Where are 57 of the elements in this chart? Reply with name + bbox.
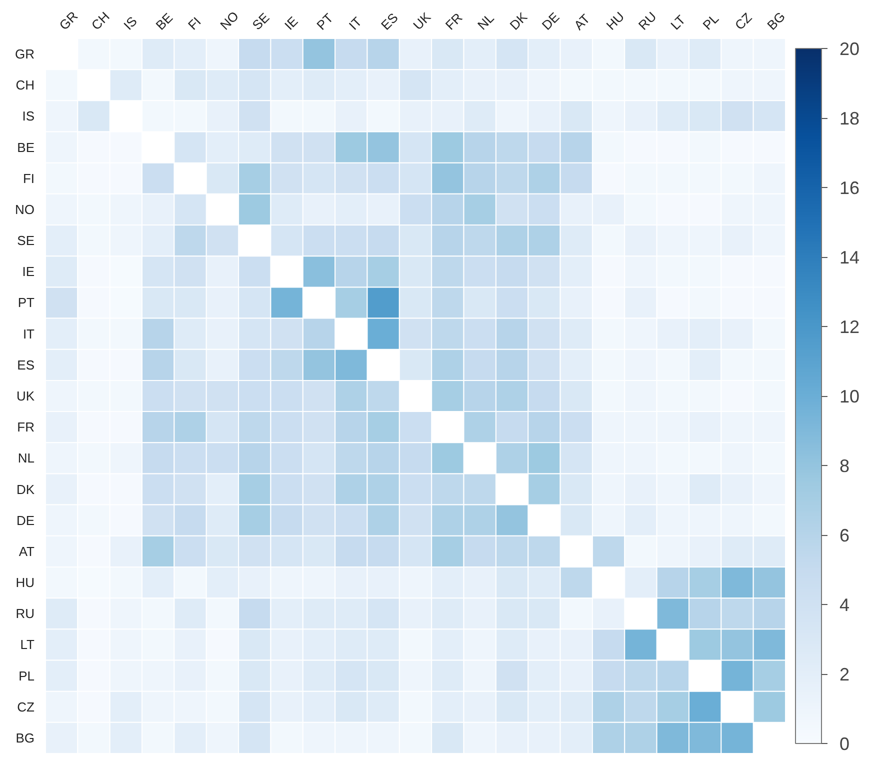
y-tick-label: RU: [16, 606, 35, 622]
color-bar-label: 18: [840, 108, 860, 128]
color-bar-label: 2: [840, 664, 850, 684]
x-tick-label: PT: [314, 10, 336, 33]
x-tick-label: PL: [700, 10, 722, 33]
y-tick-label: BE: [17, 140, 35, 155]
y-tick-label: PT: [18, 295, 35, 310]
x-tick-label: SE: [249, 10, 272, 33]
y-tick-label: FR: [17, 420, 35, 435]
x-tick-label: DE: [538, 9, 563, 33]
y-tick-label: NO: [15, 202, 34, 217]
x-tick-label: LT: [668, 12, 688, 33]
color-bar-label: 16: [840, 178, 860, 198]
x-tick-label: IE: [282, 13, 302, 33]
color-bar-label: 14: [840, 248, 860, 268]
x-tick-label: DK: [506, 9, 530, 33]
x-tick-label: IT: [346, 14, 365, 33]
x-tick-label: IS: [120, 13, 140, 33]
y-tick-label: IS: [22, 108, 35, 124]
y-tick-label: NL: [18, 450, 35, 466]
x-tick-label: RU: [635, 8, 660, 33]
y-tick-label: ES: [17, 357, 35, 372]
x-tick-label: GR: [56, 8, 81, 33]
x-tick-label: FR: [442, 10, 466, 33]
y-tick-label: IT: [22, 326, 35, 342]
y-tick-label: UK: [16, 388, 35, 404]
color-bar-label: 8: [840, 456, 850, 476]
color-bar-label: 0: [840, 734, 850, 754]
color-bar-label: 20: [840, 39, 860, 59]
y-tick-label: DE: [16, 512, 35, 528]
y-tick-label: CZ: [17, 699, 35, 714]
y-tick-label: HU: [16, 575, 35, 590]
x-tick-label: NO: [217, 8, 242, 33]
y-tick-label: FI: [22, 170, 35, 186]
x-tick-label: BE: [152, 10, 176, 33]
x-tick-label: CZ: [732, 10, 755, 33]
y-tick-label: BG: [16, 730, 35, 746]
color-bar-label: 10: [840, 386, 860, 406]
color-bar-label: 12: [840, 317, 860, 337]
y-tick-label: CH: [16, 78, 35, 93]
color-bar-label: 6: [840, 526, 850, 546]
y-tick-label: SE: [17, 233, 35, 248]
y-tick-label: IE: [22, 264, 35, 280]
x-tick-label: BG: [764, 8, 788, 33]
x-tick-label: NL: [474, 10, 497, 33]
y-tick-label: PL: [18, 668, 35, 684]
y-tick-label: AT: [18, 544, 35, 559]
x-tick-label: AT: [571, 11, 593, 33]
y-tick-label: DK: [16, 482, 35, 497]
x-tick-label: ES: [378, 10, 402, 33]
y-tick-label: LT: [20, 637, 35, 652]
color-bar-label: 4: [840, 595, 850, 615]
x-tick-label: HU: [603, 8, 628, 33]
x-tick-label: FI: [184, 14, 204, 33]
x-tick-label: UK: [410, 9, 434, 33]
y-tick-label: GR: [15, 46, 34, 62]
x-tick-label: CH: [88, 8, 112, 33]
